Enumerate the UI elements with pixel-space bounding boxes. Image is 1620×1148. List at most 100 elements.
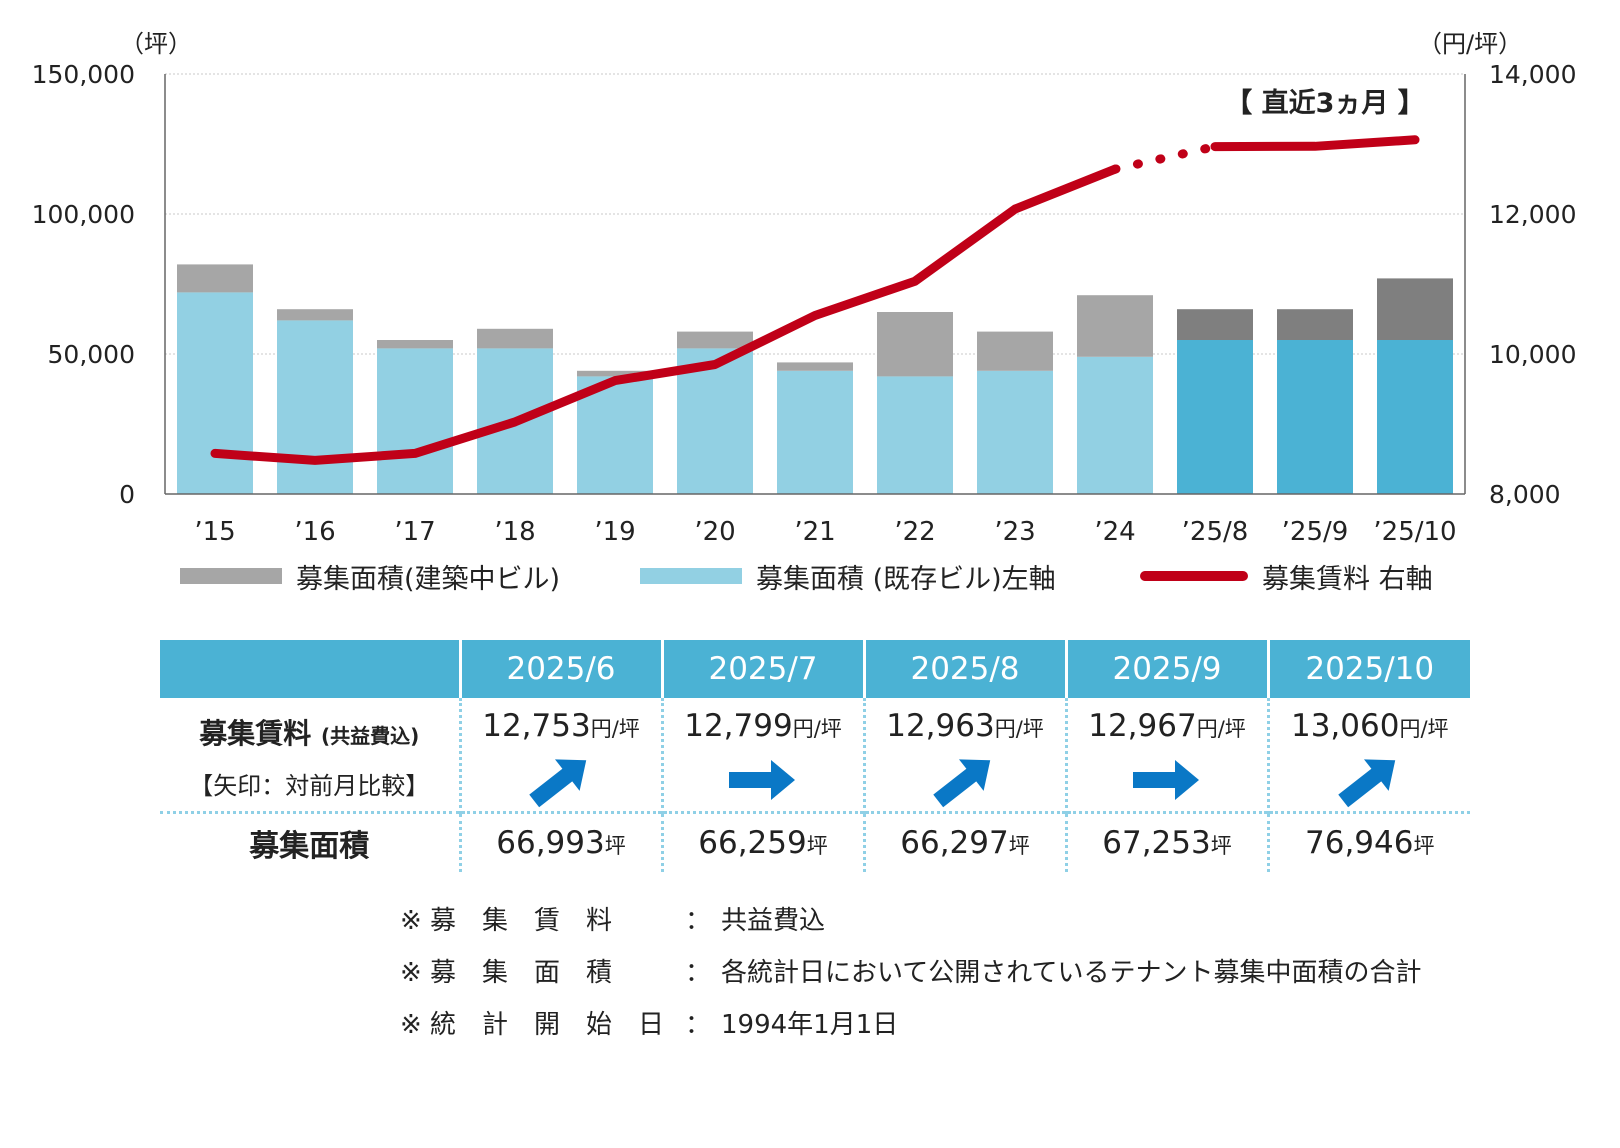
- bar-construction: [1377, 278, 1453, 340]
- trend-arrow-flat-icon: [1133, 760, 1199, 800]
- bar-existing: [577, 376, 653, 494]
- right-axis-tick-label: 8,000: [1489, 480, 1561, 509]
- arrow-flat-shape: [1133, 760, 1199, 800]
- rent-cell: 12,753円/坪: [460, 698, 664, 813]
- rent-value: 12,799: [684, 708, 793, 744]
- x-axis-tick-label: ’17: [394, 517, 435, 547]
- table-row-rent: 募集賃料 (共益費込) 【矢印：対前月比較】 12,753円/坪 12,799円…: [160, 698, 1470, 813]
- area-unit: 坪: [1008, 834, 1030, 858]
- table-header-row: 2025/6 2025/7 2025/8 2025/9 2025/10: [160, 640, 1470, 698]
- left-axis-tick-label: 100,000: [32, 200, 135, 229]
- area-row-header: 募集面積: [160, 811, 462, 872]
- rent-row-title: 募集賃料 (共益費込): [161, 712, 458, 752]
- bar-construction: [977, 331, 1053, 371]
- rent-value: 13,060: [1290, 708, 1400, 744]
- rent-cell: 13,060円/坪: [1268, 698, 1470, 813]
- arrow-up-shape: [933, 759, 991, 808]
- footnote-area: ※ 募 集 面 積 ： 各統計日において公開されているテナント募集中面積の合計: [400, 952, 1421, 989]
- recent-3-months-annotation: 【 直近3ヵ月 】: [1225, 88, 1425, 119]
- bar-existing: [1177, 340, 1253, 494]
- bar-existing: [1377, 340, 1453, 494]
- legend-item-existing: 募集面積 (既存ビル)左軸: [640, 556, 1056, 596]
- bar-existing: [977, 370, 1053, 494]
- area-value: 66,993: [496, 825, 605, 861]
- area-value: 66,259: [698, 825, 807, 861]
- legend-swatch-existing: [640, 568, 742, 584]
- x-axis-tick-label: ’19: [594, 517, 635, 547]
- x-axis-tick-label: ’22: [894, 517, 935, 547]
- area-unit: 坪: [1413, 834, 1435, 858]
- bar-construction: [477, 328, 553, 349]
- bar-existing: [1277, 340, 1353, 494]
- trend-arrow-up-icon: [933, 759, 991, 808]
- bar-construction: [777, 362, 853, 371]
- footnote-value: 共益費込: [721, 906, 826, 936]
- area-cell: 67,253坪: [1066, 811, 1270, 872]
- x-axis-tick-label: ’24: [1094, 517, 1135, 547]
- rent-line-dotted: [1110, 142, 1220, 174]
- footnote-rent: ※ 募 集 賃 料 ： 共益費込: [400, 900, 825, 937]
- x-axis-tick-label: ’25/8: [1182, 517, 1249, 547]
- x-axis-tick-label: ’20: [694, 517, 735, 547]
- area-value: 66,297: [900, 825, 1009, 861]
- rent-cell: 12,967円/坪: [1066, 698, 1270, 813]
- area-cell: 66,297坪: [864, 811, 1068, 872]
- right-axis-tick-label: 14,000: [1489, 60, 1576, 89]
- rent-cell: 12,799円/坪: [662, 698, 866, 813]
- bar-construction: [277, 309, 353, 321]
- table-header-month: 2025/9: [1066, 640, 1270, 698]
- bar-construction: [577, 370, 653, 377]
- area-label: 募集面積: [249, 829, 370, 864]
- rent-unit: 円/坪: [590, 717, 640, 741]
- area-unit: 坪: [806, 834, 828, 858]
- bar-construction: [377, 340, 453, 349]
- footnote-key: ※ 募 集 賃 料: [400, 906, 613, 936]
- footnote-value: 1994年1月1日: [721, 1010, 899, 1040]
- x-axis-tick-label: ’16: [294, 517, 335, 547]
- x-axis-tick-label: ’25/10: [1373, 517, 1456, 547]
- table-header-month: 2025/6: [460, 640, 664, 698]
- chart-legend: 募集面積(建築中ビル) 募集面積 (既存ビル)左軸 募集賃料 右軸: [0, 556, 1620, 596]
- table-header-month: 2025/7: [662, 640, 866, 698]
- bar-construction: [177, 264, 253, 293]
- trend-arrow-up-icon: [529, 759, 587, 808]
- left-axis-tick-label: 150,000: [32, 60, 135, 89]
- arrow-note: 【矢印：対前月比較】: [189, 772, 430, 800]
- rent-cell: 12,963円/坪: [864, 698, 1068, 813]
- area-unit: 坪: [604, 834, 626, 858]
- legend-label-existing: 募集面積 (既存ビル)左軸: [756, 563, 1056, 595]
- bar-construction: [877, 312, 953, 377]
- x-axis-tick-label: ’21: [794, 517, 835, 547]
- arrow-flat-shape: [729, 760, 795, 800]
- legend-item-rent: 募集賃料 右軸: [1140, 556, 1433, 596]
- bar-existing: [877, 376, 953, 494]
- area-cell: 76,946坪: [1268, 811, 1470, 872]
- footnote-separator: ：: [685, 906, 712, 936]
- trend-arrow-flat-icon: [729, 760, 795, 800]
- arrow-up-shape: [1338, 759, 1395, 808]
- rent-unit: 円/坪: [994, 717, 1044, 741]
- legend-swatch-construction: [180, 568, 282, 584]
- left-axis-tick-label: 50,000: [48, 340, 135, 369]
- table-header-month: 2025/10: [1268, 640, 1470, 698]
- rent-value: 12,963: [886, 708, 995, 744]
- bar-existing: [177, 292, 253, 494]
- x-axis-tick-label: ’18: [494, 517, 535, 547]
- rent-label: 募集賃料: [199, 717, 312, 750]
- rent-unit: 円/坪: [792, 717, 842, 741]
- rent-unit: 円/坪: [1399, 717, 1449, 741]
- footnote-key: ※ 募 集 面 積: [400, 958, 613, 988]
- right-axis-tick-label: 12,000: [1489, 200, 1576, 229]
- footnote-separator: ：: [685, 958, 712, 988]
- bar-existing: [377, 348, 453, 494]
- area-value: 76,946: [1305, 825, 1414, 861]
- right-axis-unit: （円/坪）: [1418, 30, 1522, 58]
- rent-line-recent: [1210, 135, 1420, 152]
- rent-area-chart: 0 50,000 100,000 150,000 8,000 10,000 12,000 14…: [32, 30, 1577, 547]
- bar-construction: [1277, 309, 1353, 340]
- x-axis-tick-label: ’15: [194, 517, 235, 547]
- footnote-separator: ：: [685, 1010, 712, 1040]
- bar-construction: [1177, 309, 1253, 340]
- footnote-start-date: ※ 統 計 開 始 日 ： 1994年1月1日: [400, 1004, 898, 1041]
- left-axis-unit: （坪）: [120, 30, 192, 58]
